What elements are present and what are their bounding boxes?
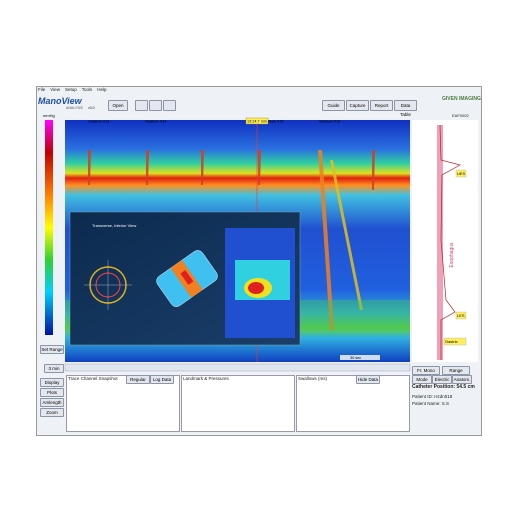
timeline-zoom[interactable]: 3 min <box>44 364 64 373</box>
mode-button[interactable]: Mode <box>412 375 432 384</box>
timeline <box>64 363 411 372</box>
logo: ManoView <box>38 96 82 106</box>
mode-button[interactable]: Range <box>442 366 470 375</box>
logo-sub: ANALYSIS <box>66 106 83 110</box>
overlay-title: Transverse, Inferior View <box>92 223 136 228</box>
study-id: EAF0002 <box>452 113 469 118</box>
menu-item[interactable]: View <box>50 87 60 92</box>
data-panel <box>181 375 295 432</box>
toolbar-button[interactable]: Capture <box>346 100 369 111</box>
mode-button[interactable]: Anatom. <box>452 375 472 384</box>
swallow-streaks <box>88 150 375 330</box>
panel-button[interactable]: Log Data <box>150 375 174 384</box>
mode-button[interactable]: Electric <box>432 375 452 384</box>
catheter: Catheter Position: 54.5 cm <box>412 384 475 390</box>
patient-name: Patient Name: S.S <box>412 401 450 406</box>
profile-panel <box>412 120 478 362</box>
data-panel <box>296 375 410 432</box>
panel-title: Trace Channel Snapshot <box>68 376 118 381</box>
menu-item[interactable]: Setup <box>64 87 77 92</box>
panel-title: Swallows (ms) <box>298 376 328 381</box>
side-button[interactable]: Set Range <box>40 345 64 354</box>
side-button[interactable]: Plots <box>40 388 64 397</box>
panel-title: Landmark & Pressures <box>183 376 229 381</box>
side-button[interactable]: Amlength <box>40 398 64 407</box>
menu-item[interactable]: Help <box>97 87 107 92</box>
scale-label: 30 sec <box>350 356 361 360</box>
brand: GIVEN IMAGING <box>442 96 481 102</box>
toolbar-button[interactable]: Guide <box>322 100 345 111</box>
toolbar-button[interactable]: Report <box>370 100 393 111</box>
panel-button[interactable]: Hide Data <box>356 375 380 384</box>
landmark-esophagus: Esophagus <box>449 242 455 268</box>
marker: 19:24:7 min <box>247 120 267 124</box>
side-button[interactable]: Zoom <box>40 408 64 417</box>
landmark-gastric: Gastric <box>445 339 458 344</box>
version: v3.0 <box>88 106 95 110</box>
menu-item[interactable]: File <box>38 87 46 92</box>
colorbar <box>45 120 53 335</box>
swallow-label[interactable]: Swallow #15 <box>262 120 283 124</box>
toolbar-button[interactable]: Open <box>108 100 128 111</box>
side-button[interactable]: Display Mode <box>40 378 64 392</box>
toolbar-button[interactable]: Data Table <box>394 100 417 117</box>
swallow-label[interactable]: Swallow #14 <box>145 120 166 124</box>
swallow-label[interactable]: Swallow #16 <box>319 120 340 124</box>
icon-button[interactable] <box>149 100 162 111</box>
panel-button[interactable]: Regular <box>126 375 150 384</box>
landmark-les: LES <box>457 313 465 318</box>
mode-button[interactable]: Fr. Mono <box>412 366 440 375</box>
patient-id: Patient ID: Hzdn018 <box>412 394 453 399</box>
menu-item[interactable]: Tools <box>81 87 93 92</box>
menu-bar: File View Setup Tools Help <box>38 87 107 92</box>
icon-button[interactable] <box>135 100 148 111</box>
icon-button[interactable] <box>163 100 176 111</box>
data-panel <box>66 375 180 432</box>
landmark-ues: UES <box>457 171 466 176</box>
swallow-labels: Swallow #13 Swallow #14 Swallow #15 Swallow… <box>88 120 340 124</box>
colorbar-unit: mmHg <box>43 113 55 118</box>
swallow-label[interactable]: Swallow #13 <box>88 120 109 124</box>
